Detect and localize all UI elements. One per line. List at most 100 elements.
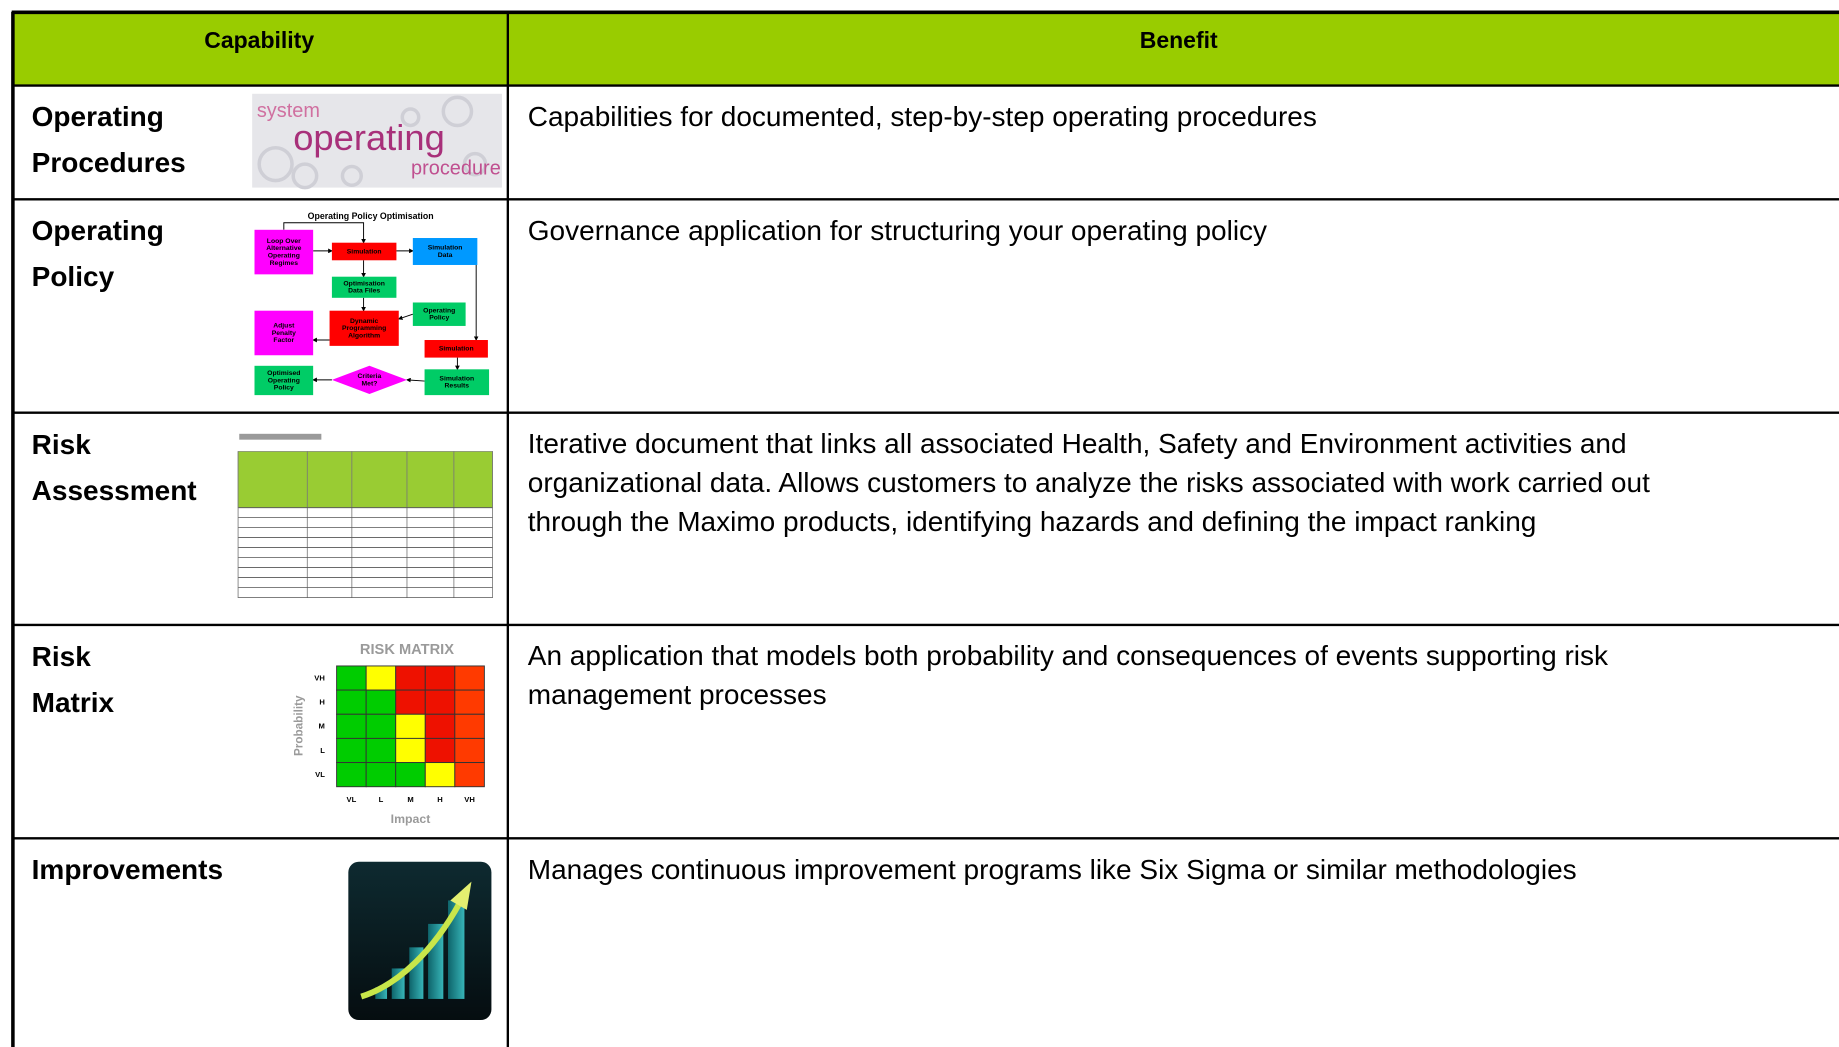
flow-node: [329, 310, 399, 346]
flow-node: [254, 310, 314, 356]
matrix-cell: [336, 737, 367, 764]
matrix-y-label: Probability: [293, 695, 306, 756]
matrix-y-level: VL: [315, 770, 325, 779]
flow-node-label: Optimisation: [343, 280, 385, 287]
header-cell: Benefit: [1139, 26, 1218, 53]
flow-node: [424, 369, 490, 396]
matrix-y-level: L: [320, 746, 325, 755]
flow-node-label: Simulation: [428, 245, 463, 252]
matrix-cell: [454, 762, 485, 788]
flow-node-label: Penalty: [272, 330, 296, 337]
matrix-cell: [336, 713, 367, 739]
benefit-text: Capabilities for documented, step-by-ste…: [527, 100, 1317, 132]
flow-arrow: [283, 222, 366, 244]
matrix-cell: [395, 665, 426, 691]
flow-arrow: [397, 313, 413, 320]
flow-node-label: Optimised: [267, 370, 300, 377]
flow-node: [331, 276, 397, 298]
matrix-cell: [424, 762, 456, 788]
benefit-text: organizational data. Allows customers to…: [527, 466, 1650, 498]
matrix-y-level: M: [319, 722, 325, 731]
header-cell: Capability: [204, 26, 315, 53]
chart-bar-decor: [448, 900, 465, 999]
matrix-cell: [395, 762, 426, 788]
matrix-x-label: Impact: [391, 812, 431, 826]
decor-circle: [400, 107, 421, 128]
flow-node-label: Data Files: [348, 288, 380, 295]
flow-arrow: [406, 377, 425, 383]
risk-matrix-image: RISK MATRIX Probability VH H M L VL VL L M H VH Impa…: [293, 642, 485, 826]
flow-node-label: Met?: [362, 380, 378, 387]
flow-node: [412, 238, 478, 265]
matrix-x-level: H: [437, 795, 443, 804]
flow-node-label: Results: [445, 383, 470, 390]
chart-bar-decor: [375, 987, 388, 999]
decor-circle: [441, 95, 474, 128]
flow-node-label: Simulation: [439, 375, 474, 382]
image-word: operating: [293, 117, 445, 158]
header-background: [12, 12, 1839, 86]
flow-node-label: Adjust: [273, 323, 295, 330]
flowchart-title: Operating Policy Optimisation: [308, 211, 434, 221]
matrix-cell: [424, 737, 456, 764]
flow-node-label: Dynamic: [350, 318, 379, 325]
capability-label: Improvements: [31, 854, 224, 886]
flow-node-label: Operating: [268, 377, 300, 384]
flow-node-label: Simulation: [347, 248, 382, 255]
matrix-cell: [424, 689, 456, 715]
capability-label: Risk: [31, 428, 91, 460]
decor-circle: [462, 151, 488, 177]
benefit-text: Iterative document that links all associ…: [527, 428, 1627, 460]
flow-node-label: Policy: [274, 385, 294, 392]
flow-node: [331, 242, 397, 261]
matrix-cell: [365, 665, 397, 691]
benefit-text: Governance application for structuring y…: [527, 214, 1268, 246]
flow-node-label: Operating: [423, 307, 455, 314]
matrix-cell: [336, 762, 367, 788]
matrix-cell: [424, 713, 456, 739]
flow-node-label: Regimes: [270, 260, 299, 267]
capability-label: Policy: [31, 261, 115, 293]
flow-node-label: Simulation: [439, 346, 474, 353]
risk-assessment-image: [237, 433, 493, 598]
matrix-cell: [365, 713, 397, 739]
capability-label: Procedures: [31, 147, 186, 179]
decor-circle: [257, 145, 294, 183]
benefit-text: Manages continuous improvement programs …: [527, 853, 1577, 885]
flow-node-label: Algorithm: [348, 332, 380, 339]
matrix-y-level: VH: [314, 673, 325, 682]
capability-label: Operating: [31, 215, 164, 247]
flow-node-label: Data: [438, 252, 453, 259]
flow-node-label: Loop Over: [267, 238, 301, 245]
capability-label: Risk: [31, 640, 91, 672]
matrix-title: RISK MATRIX: [360, 642, 454, 658]
image-word: system: [257, 100, 320, 122]
flow-node: [424, 340, 488, 358]
matrix-cell: [336, 665, 367, 691]
growth-arrow: [360, 901, 463, 1000]
matrix-x-level: L: [379, 795, 384, 804]
matrix-cell: [424, 665, 456, 691]
decor-circle: [340, 164, 363, 188]
matrix-cell: [454, 665, 485, 691]
matrix-cell: [454, 737, 485, 764]
capability-label: Operating: [31, 101, 164, 133]
flow-node-label: Factor: [273, 337, 294, 344]
benefit-text: through the Maximo products, identifying…: [527, 505, 1537, 537]
improvements-image: [348, 861, 492, 1021]
flow-node-label: Alternative: [266, 245, 301, 252]
flow-node-label: Programming: [342, 325, 386, 332]
image-word: procedure: [411, 158, 501, 180]
matrix-cell: [365, 762, 397, 788]
matrix-cell: [365, 737, 397, 764]
flow-node-label: Operating: [268, 253, 300, 260]
matrix-cell: [395, 713, 426, 739]
matrix-y-level: H: [319, 698, 325, 707]
flow-node: [254, 365, 314, 396]
matrix-cell: [365, 689, 397, 715]
capability-label: Matrix: [31, 686, 115, 718]
decor-circle: [291, 162, 319, 190]
form-header: [237, 451, 493, 509]
